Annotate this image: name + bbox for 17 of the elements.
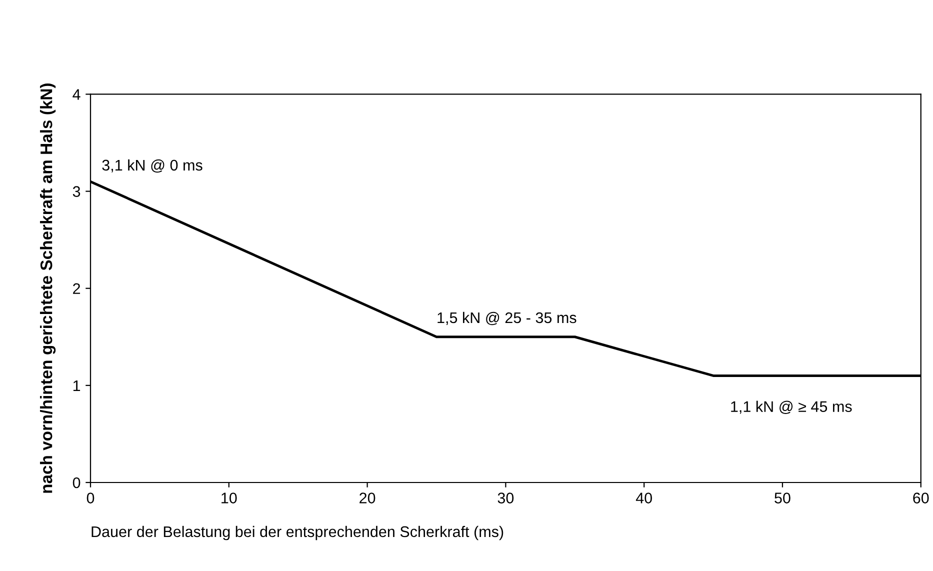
x-tick-label: 40 xyxy=(636,492,652,504)
x-tick-label: 10 xyxy=(222,492,237,504)
y-tick-label: 0 xyxy=(72,477,80,488)
annotation: 1,5 kN @ 25 - 35 ms xyxy=(438,312,576,326)
annotation: 1,1 kN @ ≥ 45 ms xyxy=(731,400,852,414)
y-tick-label: 4 xyxy=(72,89,80,100)
y-axis-title: nach vorn/hinten gerichtete Scherkraft am Hals (kN) xyxy=(40,84,56,493)
y-tick-label: 2 xyxy=(73,283,80,294)
x-tick-label: 50 xyxy=(774,492,790,504)
x-tick-label: 60 xyxy=(913,492,929,504)
y-tick-label: 1 xyxy=(73,380,80,391)
x-tick-label: 0 xyxy=(86,492,94,504)
annotation: 3,1 kN @ 0 ms xyxy=(102,159,202,173)
x-tick-label: 20 xyxy=(360,492,376,504)
y-tick-label: 3 xyxy=(72,186,80,197)
x-tick-label: 30 xyxy=(498,492,514,504)
x-axis-title: Dauer der Belastung bei der entsprechenden Scherkraft (ms) xyxy=(92,526,504,540)
